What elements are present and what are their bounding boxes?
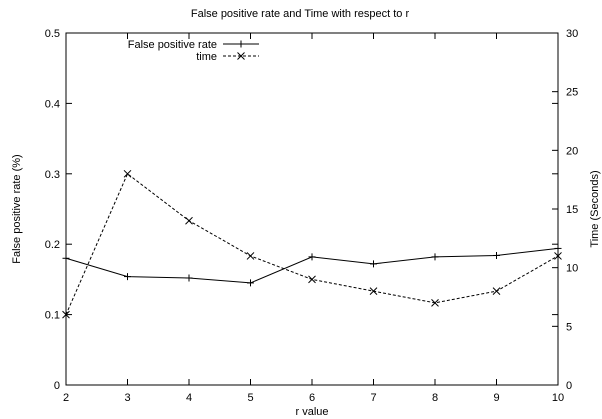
y2-axis-ticks: 0 5 10 15 20 25 30 [552, 28, 578, 392]
x-tick-label: 10 [552, 392, 564, 404]
data-point-false-positive-rate [185, 274, 193, 282]
data-point-false-positive-rate [493, 251, 500, 259]
y2-tick-label: 25 [566, 87, 578, 99]
y-tick-label: 0.5 [45, 28, 60, 40]
legend-marker [237, 40, 245, 48]
series-line-time [65, 173, 559, 315]
data-point-false-positive-rate [308, 253, 316, 261]
data-point-time [308, 275, 316, 284]
legend-label: time [196, 51, 217, 63]
data-point-time [431, 299, 439, 307]
x-axis-ticks: 2 3 4 5 6 7 8 9 10 [63, 33, 564, 404]
data-point-false-positive-rate [431, 253, 439, 261]
y-axis-ticks: 0 0.1 0.2 0.3 0.4 0.5 [45, 28, 558, 392]
data-point-time [62, 310, 70, 319]
y-axis-label: False positive rate (%) [11, 154, 23, 263]
data-point-time [123, 169, 132, 178]
y2-tick-label: 5 [566, 321, 572, 333]
y-tick-label: 0.1 [45, 310, 60, 322]
y-tick-label: 0.4 [45, 98, 60, 110]
x-tick-label: 5 [247, 392, 253, 404]
data-point-false-positive-rate [370, 260, 377, 268]
y2-tick-label: 15 [566, 204, 578, 216]
legend-marker [237, 52, 245, 60]
data-point-time [246, 252, 255, 260]
x-tick-label: 4 [186, 392, 192, 404]
y2-axis-label: Time (Seconds) [589, 170, 601, 247]
series-layer [62, 169, 562, 319]
x-tick-label: 9 [493, 392, 499, 404]
y-tick-label: 0.3 [45, 169, 60, 181]
data-point-time [554, 252, 562, 260]
y2-tick-label: 0 [566, 380, 572, 392]
data-point-time [492, 287, 501, 295]
data-point-time [369, 287, 378, 295]
chart-title: False positive rate and Time with respec… [191, 8, 410, 20]
y-tick-label: 0.2 [45, 239, 60, 251]
data-point-false-positive-rate [124, 273, 131, 281]
y-tick-label: 0 [54, 380, 60, 392]
y2-tick-label: 30 [566, 28, 578, 40]
y2-tick-label: 20 [566, 145, 578, 157]
x-tick-label: 6 [309, 392, 315, 404]
data-point-time [185, 216, 193, 225]
plot-area [65, 32, 559, 386]
legend-label: False positive rate [128, 39, 217, 51]
x-tick-label: 8 [432, 392, 438, 404]
data-point-false-positive-rate [62, 254, 70, 262]
y2-tick-label: 10 [566, 263, 578, 275]
x-tick-label: 2 [63, 392, 69, 404]
data-point-false-positive-rate [247, 279, 254, 287]
x-axis-label: r value [295, 406, 328, 418]
x-tick-label: 3 [124, 392, 130, 404]
data-point-false-positive-rate [554, 244, 562, 252]
x-tick-label: 7 [370, 392, 376, 404]
